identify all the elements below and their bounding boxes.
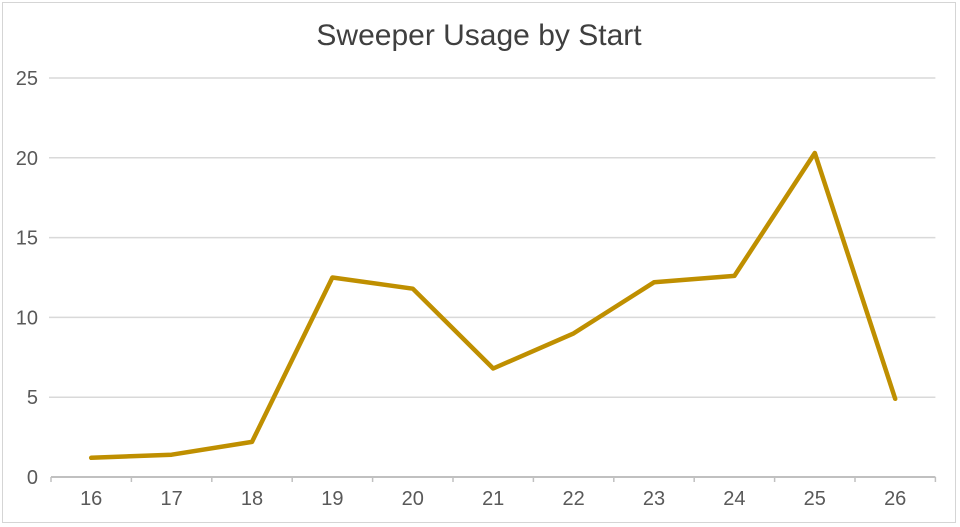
x-axis-tick-label: 21 [482,488,504,510]
x-axis-tick-label: 18 [241,488,263,510]
y-axis-tick-label: 5 [27,387,38,409]
x-axis-tick-label: 26 [884,488,906,510]
series-line [88,150,898,461]
x-axis-tick-label: 25 [804,488,826,510]
x-axis-tick-label: 24 [723,488,745,510]
x-axis-tick-label: 16 [80,488,102,510]
x-axis-tick-label: 23 [643,488,665,510]
chart-title: Sweeper Usage by Start [316,19,642,52]
y-axis-tick-label: 15 [16,228,38,250]
y-axis-tick-label: 10 [16,307,38,329]
y-axis-tick-label: 0 [27,467,38,489]
x-axis-tick-label: 17 [160,488,182,510]
series-layer [88,150,898,461]
y-axis-tick-label: 20 [16,148,38,170]
axes-layer [50,476,937,482]
x-axis-tick-label: 20 [402,488,424,510]
x-axis-tick-label: 22 [562,488,584,510]
x-axis-tick-label: 19 [321,488,343,510]
axis-labels-layer: 0 5 10 15 20 25 16 17 18 19 20 21 22 23 24 25 26 [16,68,907,510]
gridlines-layer [49,77,936,398]
y-axis-tick-label: 25 [16,68,38,90]
